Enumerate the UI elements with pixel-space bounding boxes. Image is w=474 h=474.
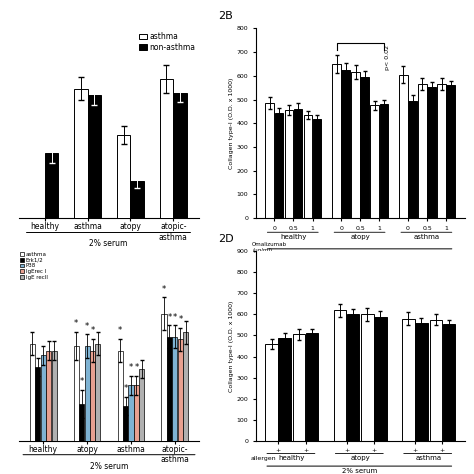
Bar — [332, 64, 341, 218]
Bar — [139, 369, 145, 474]
Text: *: * — [129, 364, 133, 373]
Bar — [313, 118, 321, 218]
Bar — [284, 110, 293, 218]
Legend: asthma, Erk1/2, P38, IgErec I, IgE recII: asthma, Erk1/2, P38, IgErec I, IgE recII — [19, 252, 47, 280]
Text: *: * — [167, 312, 172, 321]
Bar — [443, 324, 455, 441]
Y-axis label: Collagen type-I (O.D. x 1000): Collagen type-I (O.D. x 1000) — [229, 301, 234, 392]
Text: p< 0.02: p< 0.02 — [385, 45, 391, 70]
Bar — [84, 346, 90, 474]
Bar — [279, 337, 291, 441]
Text: *: * — [74, 319, 78, 328]
Bar — [41, 356, 46, 474]
Text: *: * — [118, 327, 122, 336]
Text: 2B: 2B — [219, 11, 233, 21]
Bar — [117, 135, 130, 380]
Legend: asthma, non-asthma: asthma, non-asthma — [139, 32, 195, 52]
Text: asthma: asthma — [414, 234, 440, 240]
Bar — [274, 113, 283, 218]
Text: *: * — [173, 312, 177, 321]
Text: atopy: atopy — [350, 234, 370, 240]
Bar — [351, 72, 360, 218]
Bar — [173, 93, 187, 380]
Bar — [418, 84, 427, 218]
Bar — [341, 70, 350, 218]
Text: *: * — [123, 384, 128, 393]
Bar — [374, 317, 387, 441]
Bar — [415, 323, 428, 441]
Bar — [95, 344, 100, 474]
Bar — [35, 367, 40, 474]
Bar — [73, 346, 79, 474]
Bar — [88, 95, 101, 380]
Text: *: * — [85, 322, 89, 331]
Bar — [427, 87, 436, 218]
Bar — [360, 77, 369, 218]
Bar — [79, 404, 84, 474]
Text: *: * — [91, 327, 95, 336]
Bar — [402, 319, 415, 441]
Bar — [304, 115, 312, 218]
Text: healthy: healthy — [280, 234, 307, 240]
Text: 2% serum: 2% serum — [90, 462, 128, 471]
Bar — [306, 333, 318, 441]
Bar — [437, 84, 446, 218]
Text: allergen: allergen — [251, 456, 276, 461]
Text: 2D: 2D — [219, 234, 234, 244]
Bar — [293, 335, 305, 441]
Bar — [123, 406, 128, 474]
Bar — [265, 103, 274, 218]
Bar — [128, 385, 134, 474]
Bar — [429, 319, 442, 441]
Text: 2% serum: 2% serum — [89, 239, 127, 248]
Bar — [52, 351, 56, 474]
Bar — [334, 310, 346, 441]
Text: Omalizumab
(μg/ml): Omalizumab (μg/ml) — [252, 242, 287, 253]
Text: *: * — [134, 364, 138, 373]
Text: *: * — [80, 377, 84, 386]
Text: 2% serum: 2% serum — [342, 468, 377, 474]
Bar — [46, 351, 51, 474]
Bar — [265, 344, 278, 441]
Bar — [173, 337, 177, 474]
Bar — [183, 332, 188, 474]
Bar — [178, 339, 183, 474]
Bar — [371, 106, 379, 218]
Bar — [45, 153, 58, 380]
Bar — [130, 181, 144, 380]
Bar — [134, 385, 139, 474]
Bar — [90, 351, 95, 474]
Bar — [408, 101, 417, 218]
Y-axis label: Collagen type-I (O.D. x 1000): Collagen type-I (O.D. x 1000) — [229, 78, 234, 169]
Text: asthma: asthma — [416, 455, 442, 461]
Text: 2% serum: 2% serum — [342, 251, 377, 257]
Text: healthy: healthy — [279, 455, 305, 461]
Text: *: * — [162, 285, 166, 294]
Bar — [447, 85, 455, 218]
Bar — [160, 79, 173, 380]
Bar — [293, 109, 302, 218]
Bar — [30, 344, 35, 474]
Bar — [380, 104, 388, 218]
Bar — [118, 351, 123, 474]
Bar — [167, 337, 172, 474]
Bar — [361, 314, 374, 441]
Bar — [162, 314, 166, 474]
Bar — [347, 314, 359, 441]
Text: atopy: atopy — [350, 455, 370, 461]
Bar — [74, 89, 88, 380]
Text: *: * — [178, 315, 182, 324]
Bar — [399, 74, 408, 218]
